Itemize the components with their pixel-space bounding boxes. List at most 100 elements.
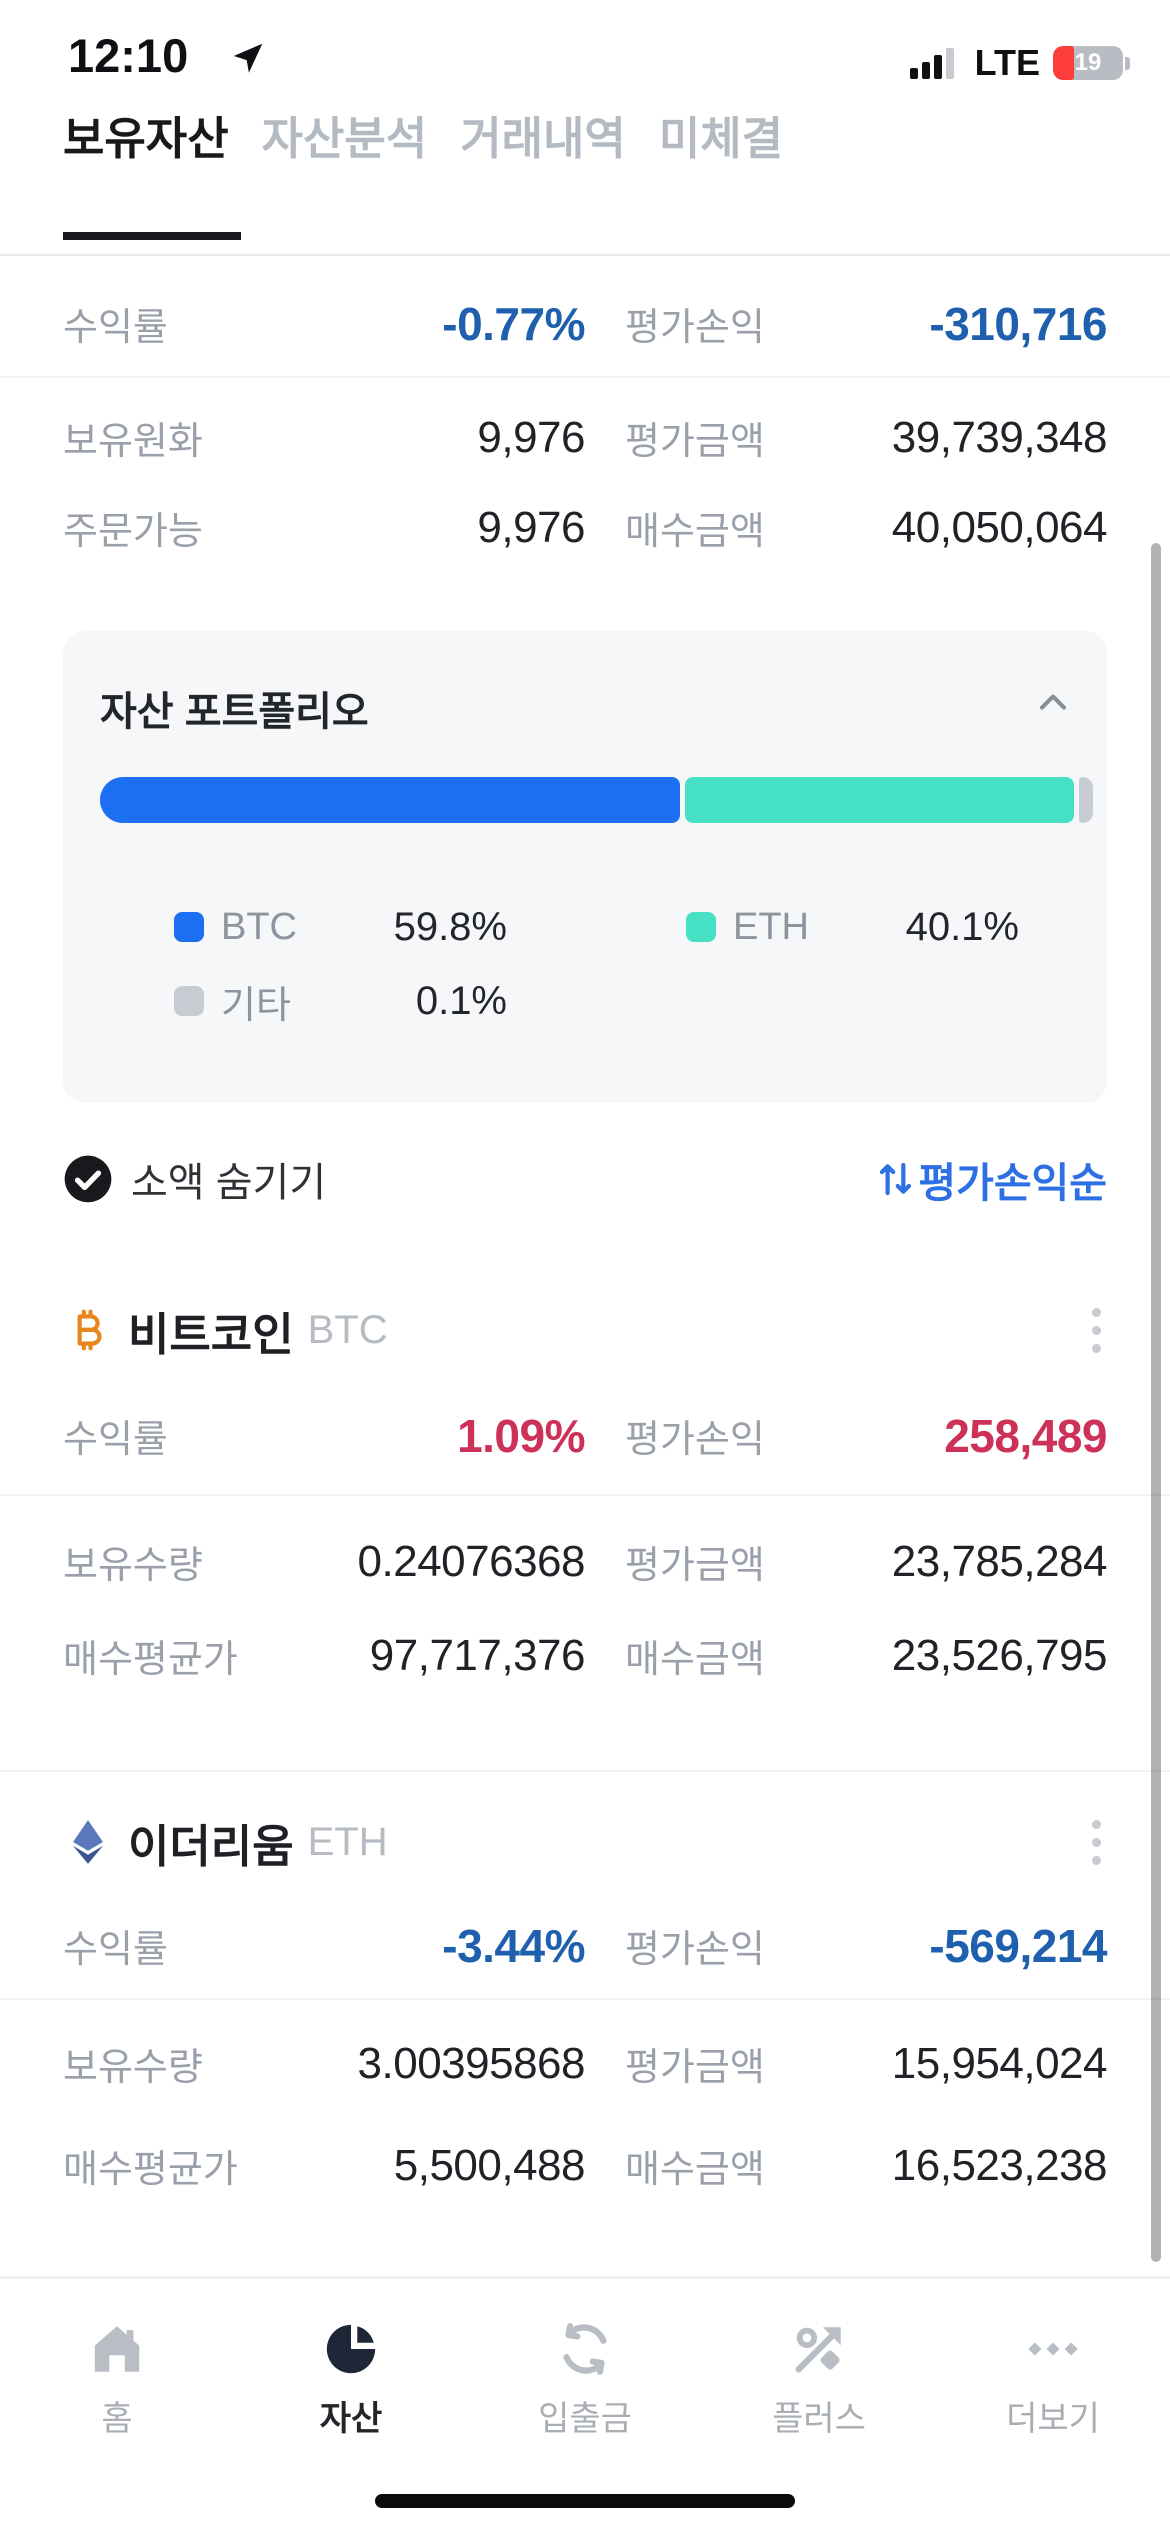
- btc-avg-price-row: 매수평균가 97,717,376 매수금액 23,526,795: [63, 1628, 1108, 1682]
- signal-strength-icon: [909, 48, 954, 79]
- tab-open-orders[interactable]: 미체결: [658, 113, 784, 164]
- bar-segment-btc: [100, 777, 681, 823]
- bottom-nav: 홈 자산 입출금 플러스: [0, 2282, 1170, 2472]
- valuation-pl-value: -569,214: [929, 1919, 1107, 1972]
- more-menu-button[interactable]: [1092, 1819, 1107, 1865]
- summary-return-row: 수익률 -0.77% 평가손익 -310,716: [63, 296, 1108, 350]
- nav-label: 플러스: [772, 2400, 866, 2438]
- hide-small-label[interactable]: 소액 숨기기: [131, 1161, 327, 1205]
- coin-header-btc: 비트코인 BTC: [63, 1298, 1107, 1362]
- buy-amount-label: 매수금액: [625, 2149, 765, 2191]
- tab-asset-analysis[interactable]: 자산분석: [261, 113, 428, 164]
- eth-return-row: 수익률 -3.44% 평가손익 -569,214: [63, 1918, 1108, 1972]
- quantity-label: 보유수량: [63, 2047, 203, 2089]
- nav-home[interactable]: 홈: [0, 2282, 234, 2472]
- summary-krw-row: 보유원화 9,976 평가금액 39,739,348: [63, 410, 1108, 464]
- location-arrow-icon: [233, 43, 263, 73]
- coin-name: 비트코인: [128, 1308, 294, 1360]
- legend-value: 40.1%: [905, 904, 1019, 949]
- orderable-label: 주문가능: [63, 511, 203, 553]
- eth-avg-price-row: 매수평균가 5,500,488 매수금액 16,523,238: [63, 2138, 1108, 2192]
- home-icon: [94, 2326, 140, 2372]
- active-tab-underline: [63, 232, 241, 240]
- avg-buy-price-label: 매수평균가: [63, 1639, 238, 1681]
- return-rate-value: -0.77%: [442, 297, 585, 350]
- checkbox-checked-icon[interactable]: [63, 1154, 113, 1204]
- legend-item-etc: 기타 0.1%: [174, 976, 507, 1027]
- divider: [0, 1998, 1170, 2000]
- held-krw-label: 보유원화: [63, 421, 203, 463]
- valuation-pl-label: 평가손익: [625, 307, 765, 349]
- btc-quantity-row: 보유수량 0.24076368 평가금액 23,785,284: [63, 1534, 1108, 1588]
- orderable-value: 9,976: [477, 502, 585, 552]
- tab-trade-history[interactable]: 거래내역: [460, 113, 626, 164]
- bar-segment-eth: [685, 777, 1075, 823]
- coin-ticker: ETH: [307, 1819, 388, 1864]
- return-rate-value: 1.09%: [457, 1409, 585, 1462]
- quantity-label: 보유수량: [63, 1545, 203, 1587]
- avg-buy-price-value: 5,500,488: [393, 2140, 586, 2190]
- legend-label: BTC: [221, 905, 297, 948]
- tab-holdings[interactable]: 보유자산: [63, 113, 229, 164]
- deposit-withdraw-icon: [563, 2323, 607, 2375]
- legend-label: 기타: [221, 984, 291, 1027]
- valuation-amount-value: 23,785,284: [891, 1536, 1108, 1586]
- buy-amount-label: 매수금액: [625, 1639, 765, 1681]
- return-rate-label: 수익률: [63, 307, 168, 349]
- clock: 12:10: [68, 29, 189, 82]
- eth-quantity-row: 보유수량 3.00395868 평가금액 15,954,024: [63, 2036, 1108, 2090]
- collapse-chevron-icon[interactable]: [1031, 681, 1075, 725]
- legend-item-btc: BTC 59.8%: [174, 902, 507, 952]
- nav-label: 자산: [319, 2400, 383, 2438]
- btc-swatch: [174, 912, 204, 942]
- coin-header-eth: 이더리움 ETH: [63, 1810, 1107, 1874]
- nav-plus[interactable]: 플러스: [702, 2282, 936, 2472]
- buy-amount-value: 16,523,238: [891, 2140, 1108, 2190]
- buy-amount-value: 40,050,064: [891, 502, 1108, 552]
- sort-label: 평가손익순: [918, 1160, 1107, 1206]
- coin-name: 이더리움: [128, 1820, 294, 1872]
- avg-buy-price-label: 매수평균가: [63, 2149, 238, 2191]
- home-indicator[interactable]: [375, 2494, 795, 2508]
- nav-label: 입출금: [538, 2400, 632, 2438]
- return-rate-label: 수익률: [63, 1929, 168, 1971]
- nav-deposit-withdraw[interactable]: 입출금: [468, 2282, 702, 2472]
- bar-segment-etc: [1079, 777, 1094, 823]
- legend-label: ETH: [733, 905, 809, 948]
- avg-buy-price-value: 97,717,376: [369, 1630, 586, 1680]
- battery-fill: [1053, 46, 1074, 80]
- divider: [0, 1494, 1170, 1496]
- valuation-amount-value: 39,739,348: [891, 412, 1108, 462]
- divider: [0, 2276, 1170, 2279]
- list-controls: 소액 숨기기 평가손익순: [63, 1150, 1107, 1208]
- more-menu-button[interactable]: [1092, 1307, 1107, 1353]
- bitcoin-icon: [77, 1309, 102, 1351]
- scroll-indicator[interactable]: [1151, 543, 1161, 2262]
- battery-cap: [1125, 56, 1130, 70]
- nav-more[interactable]: 더보기: [936, 2282, 1170, 2472]
- valuation-amount-value: 15,954,024: [891, 2038, 1108, 2088]
- valuation-pl-value: 258,489: [944, 1409, 1107, 1462]
- sort-button[interactable]: 평가손익순: [875, 1149, 1107, 1209]
- valuation-amount-label: 평가금액: [625, 1545, 765, 1587]
- asset-tabs: 보유자산 자산분석 거래내역 미체결: [63, 102, 783, 167]
- percent-arrow-icon: [795, 2327, 841, 2373]
- nav-assets[interactable]: 자산: [234, 2282, 468, 2472]
- battery-percent: 19: [1074, 49, 1102, 76]
- sort-arrows-icon: [880, 1162, 912, 1196]
- summary-orderable-row: 주문가능 9,976 매수금액 40,050,064: [63, 500, 1108, 554]
- divider: [0, 376, 1170, 378]
- buy-amount-label: 매수금액: [625, 511, 765, 553]
- buy-amount-value: 23,526,795: [891, 1630, 1108, 1680]
- return-rate-label: 수익률: [63, 1419, 168, 1461]
- portfolio-title: 자산 포트폴리오: [100, 690, 369, 734]
- quantity-value: 3.00395868: [357, 2038, 586, 2088]
- portfolio-stacked-bar: [100, 777, 1094, 823]
- valuation-pl-label: 평가손익: [625, 1419, 765, 1461]
- return-rate-value: -3.44%: [442, 1919, 585, 1972]
- more-icon: [1028, 2342, 1078, 2356]
- legend-value: 59.8%: [393, 904, 507, 949]
- etc-swatch: [174, 986, 204, 1016]
- nav-label: 더보기: [1006, 2400, 1100, 2438]
